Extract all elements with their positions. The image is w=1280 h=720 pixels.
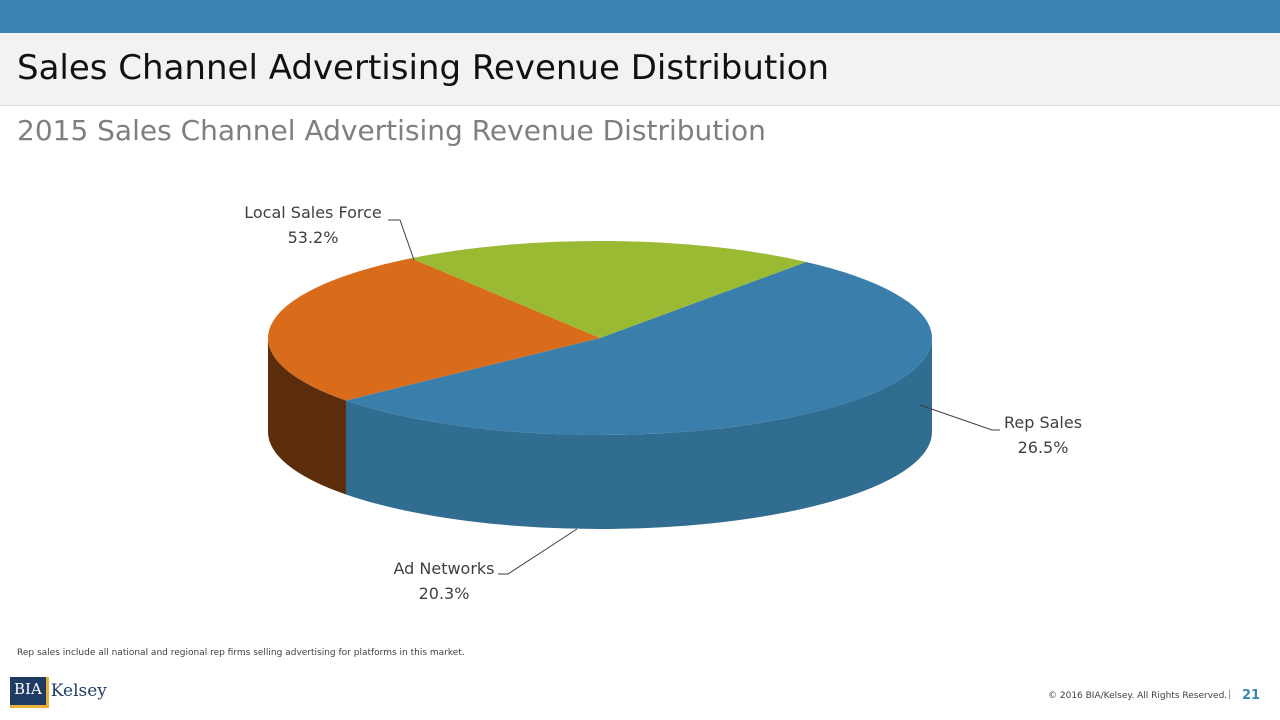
logo-mark: BIA bbox=[10, 677, 49, 708]
copyright-text: © 2016 BIA/Kelsey. All Rights Reserved. bbox=[1048, 691, 1228, 701]
slide-title: Sales Channel Advertising Revenue Distri… bbox=[17, 48, 830, 88]
leader-lines bbox=[388, 219, 1000, 575]
footnote: Rep sales include all national and regio… bbox=[17, 648, 465, 658]
pie-side-walls bbox=[268, 338, 933, 530]
slice-name: Rep Sales bbox=[1003, 413, 1083, 432]
slice-side-rep-sales bbox=[268, 338, 346, 495]
top-accent-bar bbox=[0, 0, 1280, 33]
slice-ad-networks bbox=[411, 240, 807, 338]
leader-ad-networks bbox=[498, 528, 578, 575]
label-rep-sales: Rep Sales 26.5% bbox=[988, 410, 1098, 460]
slice-side-local-sales-force bbox=[345, 338, 933, 530]
leader-local-sales-force bbox=[388, 219, 415, 261]
slice-value: 26.5% bbox=[1017, 438, 1069, 457]
slice-rep-sales bbox=[268, 258, 600, 401]
logo-wordmark: Kelsey bbox=[50, 681, 107, 701]
title-band bbox=[0, 33, 1280, 106]
bia-kelsey-logo: BIA Kelsey bbox=[10, 677, 107, 708]
page-number: 21 bbox=[1242, 688, 1261, 703]
leader-rep-sales bbox=[919, 404, 1000, 431]
label-ad-networks: Ad Networks 20.3% bbox=[384, 556, 504, 606]
chart-title: 2015 Sales Channel Advertising Revenue D… bbox=[17, 114, 766, 147]
slice-value: 20.3% bbox=[418, 584, 470, 603]
pie-top-faces bbox=[268, 240, 932, 435]
slice-name: Ad Networks bbox=[393, 559, 495, 578]
label-local-sales-force: Local Sales Force 53.2% bbox=[238, 200, 388, 250]
footer-separator: | bbox=[1228, 689, 1232, 700]
slice-local-sales-force bbox=[345, 261, 932, 435]
slice-name: Local Sales Force bbox=[244, 203, 382, 222]
slice-value: 53.2% bbox=[287, 228, 339, 247]
